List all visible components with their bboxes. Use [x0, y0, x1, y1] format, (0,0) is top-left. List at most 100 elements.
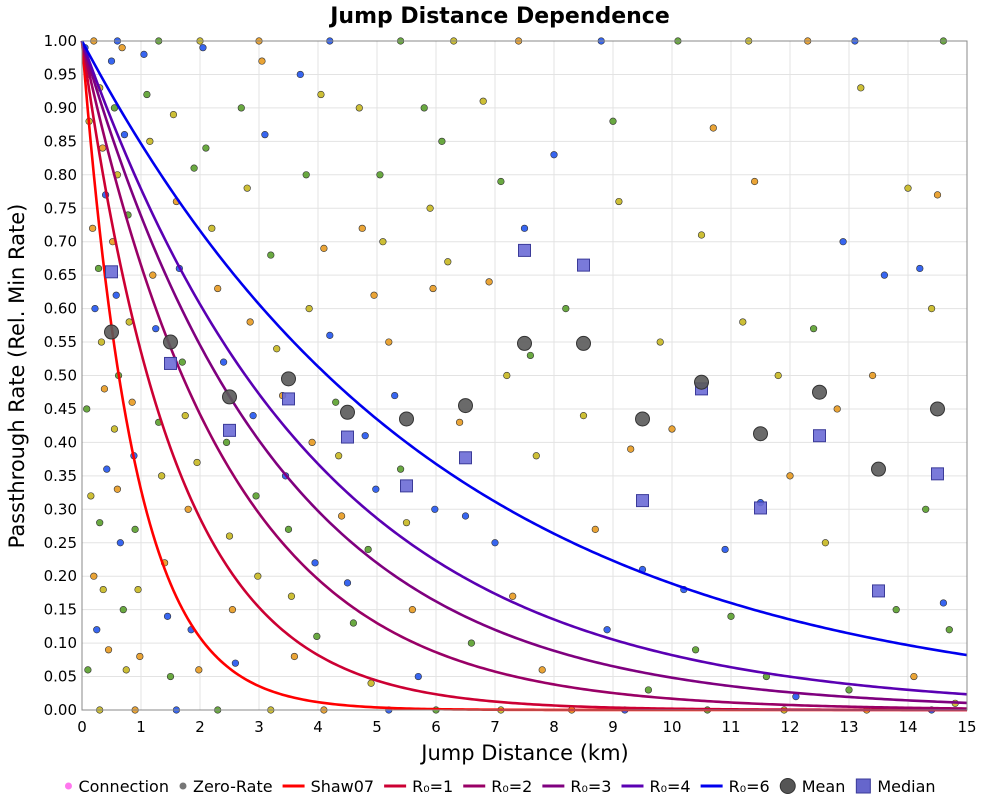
scatter-point	[833, 405, 841, 413]
y-axis-label: Passthrough Rate (Rel. Min Rate)	[5, 204, 29, 549]
median-marker	[223, 423, 236, 437]
scatter-point	[358, 224, 366, 232]
scatter-point	[922, 505, 930, 513]
scatter-point	[252, 492, 260, 500]
scatter-point	[562, 305, 570, 313]
scatter-point	[945, 626, 953, 634]
scatter-point	[379, 238, 387, 246]
scatter-point	[125, 318, 133, 326]
scatter-point	[526, 351, 535, 360]
curve-R₀=4	[80, 40, 968, 696]
scatter-point	[90, 572, 98, 580]
scatter-point	[910, 672, 918, 681]
y-tick-label: 0.55	[44, 333, 77, 351]
y-tick-label: 0.15	[44, 601, 77, 619]
scatter-point	[94, 264, 103, 273]
statistics-markers	[104, 243, 945, 598]
x-tick-label: 6	[431, 718, 441, 736]
plot-frame	[81, 40, 968, 711]
scatter-point	[308, 438, 316, 447]
y-tick-label: 0.50	[44, 367, 77, 385]
y-tick-label: 0.60	[44, 300, 77, 318]
scatter-point	[376, 171, 384, 179]
scatter-point	[431, 505, 439, 513]
scatter-point	[320, 244, 328, 252]
legend-label: R₀=2	[491, 777, 532, 796]
scatter-point	[119, 606, 127, 614]
median-marker	[577, 258, 590, 272]
legend: Connection Zero-Rate Shaw07 R₀=1 R₀=2 R₀=3 R₀=…	[64, 777, 936, 796]
scatter-point	[343, 579, 352, 587]
median-marker	[105, 265, 118, 279]
mean-marker	[753, 426, 768, 442]
scatter-point	[904, 184, 912, 192]
scatter-point	[100, 385, 109, 393]
legend-label: Connection	[78, 777, 169, 796]
scatter-point	[349, 619, 358, 627]
x-tick-label: 9	[608, 718, 618, 736]
x-tick-label: 10	[662, 718, 681, 736]
scatter-point	[163, 612, 172, 620]
scatter-point	[181, 412, 189, 420]
mean-marker	[930, 401, 945, 417]
scatter-point	[809, 325, 818, 333]
scatter-point	[190, 164, 198, 172]
scatter-point	[550, 151, 558, 159]
y-tick-label: 0.25	[44, 534, 77, 552]
scatter-point	[485, 278, 493, 286]
median-marker	[400, 479, 413, 493]
scatter-point	[228, 606, 237, 614]
y-tick-label: 0.35	[44, 467, 77, 485]
y-tick-label: 0.40	[44, 433, 77, 451]
scatter-point	[697, 231, 706, 239]
scatter-point	[225, 532, 234, 540]
x-axis-ticks: 0 1 2 3 4 5 6 7 8 9 10 11 12 13 14 15	[77, 718, 976, 736]
y-tick-label: 0.70	[44, 233, 77, 251]
y-tick-label: 0.90	[44, 99, 77, 117]
scatter-point	[364, 545, 372, 554]
scatter-point	[231, 659, 239, 667]
scatter-point	[131, 525, 139, 533]
scatter-point	[128, 398, 136, 406]
x-tick-label: 5	[372, 718, 382, 736]
y-tick-label: 0.95	[44, 65, 77, 83]
legend-label: R₀=3	[570, 777, 611, 796]
legend-label: R₀=4	[649, 777, 690, 796]
scatter-point	[429, 284, 437, 293]
scatter-point	[220, 358, 228, 366]
median-marker	[931, 467, 944, 481]
scatter-point	[721, 545, 729, 554]
scatter-point	[709, 124, 717, 132]
y-tick-label: 0.10	[44, 634, 77, 652]
scatter-point	[222, 438, 231, 447]
scatter-point	[591, 525, 599, 533]
scatter-point	[146, 137, 154, 145]
scatter-point	[355, 104, 363, 112]
y-tick-label: 0.65	[44, 266, 77, 284]
scatter-point	[84, 666, 92, 674]
scatter-point	[302, 171, 310, 179]
scatter-point	[195, 666, 203, 674]
x-tick-label: 15	[957, 718, 976, 736]
mean-marker	[281, 371, 296, 387]
scatter-point	[821, 539, 830, 547]
scatter-point	[169, 110, 178, 119]
y-tick-label: 0.30	[44, 500, 77, 518]
scatter-point	[933, 191, 942, 199]
y-tick-label: 0.00	[44, 701, 77, 719]
scatter-point	[258, 57, 266, 65]
scatter-point	[479, 97, 487, 105]
scatter-point	[199, 44, 207, 52]
scatter-point	[397, 465, 405, 473]
scatter-point	[214, 284, 222, 293]
curve-R₀=2	[80, 40, 968, 710]
scatter-point	[426, 204, 434, 212]
scatter-point	[857, 84, 865, 92]
scatter-point	[311, 559, 319, 567]
scatter-point	[305, 305, 313, 313]
scatter-point	[243, 184, 251, 192]
scatter-point	[261, 131, 269, 139]
scatter-point	[414, 672, 422, 681]
x-tick-label: 7	[490, 718, 500, 736]
scatter-point	[916, 264, 924, 273]
